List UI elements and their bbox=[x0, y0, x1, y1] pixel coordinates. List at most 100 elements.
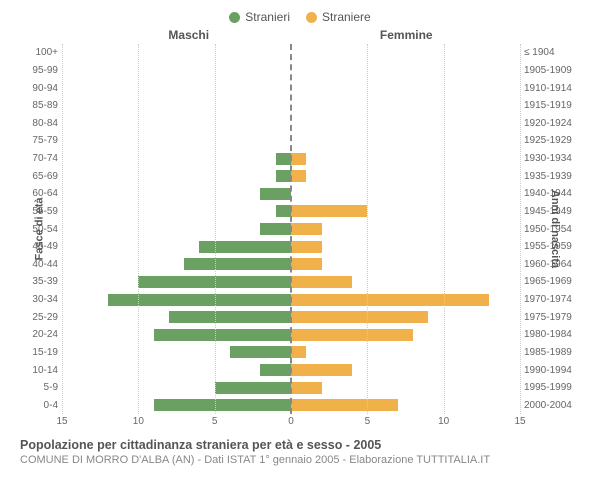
bar-row-male bbox=[62, 397, 291, 415]
bar-male bbox=[260, 223, 291, 235]
age-label: 5-9 bbox=[44, 379, 58, 397]
birth-year-label: 1945-1949 bbox=[524, 203, 572, 221]
bar-row-female bbox=[291, 238, 520, 256]
bar-female bbox=[291, 346, 306, 358]
x-tick-label: 15 bbox=[56, 416, 67, 427]
bar-row-male bbox=[62, 326, 291, 344]
gridline bbox=[444, 44, 445, 414]
birth-year-label: 1905-1909 bbox=[524, 62, 572, 80]
legend-item-male: Stranieri bbox=[229, 10, 290, 24]
age-label: 100+ bbox=[35, 44, 58, 62]
bar-row-female bbox=[291, 132, 520, 150]
bar-row-female bbox=[291, 326, 520, 344]
bar-row-female bbox=[291, 308, 520, 326]
bar-row-female bbox=[291, 44, 520, 62]
bar-female bbox=[291, 364, 352, 376]
bar-row-male bbox=[62, 44, 291, 62]
chart-area: Fasce di età 100+95-9990-9485-8980-8475-… bbox=[20, 44, 580, 414]
bar-female bbox=[291, 329, 413, 341]
birth-year-label: ≤ 1904 bbox=[524, 44, 555, 62]
bar-female bbox=[291, 399, 398, 411]
birth-year-label: 1960-1964 bbox=[524, 256, 572, 274]
birth-year-label: 1990-1994 bbox=[524, 361, 572, 379]
chart-subtitle: COMUNE DI MORRO D'ALBA (AN) - Dati ISTAT… bbox=[20, 454, 580, 466]
gridline bbox=[62, 44, 63, 414]
bar-row-male bbox=[62, 62, 291, 80]
header-female: Femmine bbox=[298, 28, 516, 42]
birth-year-label: 1930-1934 bbox=[524, 150, 572, 168]
bar-female bbox=[291, 294, 489, 306]
center-divider bbox=[290, 44, 292, 414]
bar-male bbox=[184, 258, 291, 270]
x-tick-label: 15 bbox=[514, 416, 525, 427]
plot-male-side bbox=[62, 44, 291, 414]
bar-row-male bbox=[62, 132, 291, 150]
age-label: 75-79 bbox=[32, 132, 58, 150]
x-axis-ticks: 15105051015 bbox=[62, 416, 520, 430]
age-label: 90-94 bbox=[32, 79, 58, 97]
birth-year-label: 1970-1974 bbox=[524, 291, 572, 309]
bar-row-female bbox=[291, 379, 520, 397]
legend-swatch-female bbox=[306, 12, 317, 23]
y-axis-title-right: Anni di nascita bbox=[549, 190, 561, 268]
age-label: 65-69 bbox=[32, 167, 58, 185]
bar-male bbox=[215, 382, 291, 394]
bar-row-female bbox=[291, 62, 520, 80]
bar-row-female bbox=[291, 150, 520, 168]
bar-row-female bbox=[291, 220, 520, 238]
x-tick-label: 10 bbox=[133, 416, 144, 427]
birth-year-label: 1925-1929 bbox=[524, 132, 572, 150]
bar-female bbox=[291, 258, 322, 270]
bar-female bbox=[291, 170, 306, 182]
birth-year-label: 1915-1919 bbox=[524, 97, 572, 115]
birth-year-label: 1940-1944 bbox=[524, 185, 572, 203]
y-axis-title-left: Fasce di età bbox=[33, 198, 45, 261]
birth-year-label: 1950-1954 bbox=[524, 220, 572, 238]
legend: Stranieri Straniere bbox=[20, 10, 580, 24]
bar-row-male bbox=[62, 150, 291, 168]
bar-row-female bbox=[291, 344, 520, 362]
bar-female bbox=[291, 276, 352, 288]
bar-female bbox=[291, 153, 306, 165]
birth-year-label: 1920-1924 bbox=[524, 115, 572, 133]
bar-row-female bbox=[291, 79, 520, 97]
bar-male bbox=[276, 205, 291, 217]
plot-female-side bbox=[291, 44, 520, 414]
gridline bbox=[138, 44, 139, 414]
bar-row-male bbox=[62, 220, 291, 238]
birth-year-label: 1910-1914 bbox=[524, 79, 572, 97]
age-label: 25-29 bbox=[32, 308, 58, 326]
bar-male bbox=[108, 294, 291, 306]
bar-male bbox=[276, 170, 291, 182]
bar-row-male bbox=[62, 203, 291, 221]
bar-row-female bbox=[291, 97, 520, 115]
bar-row-male bbox=[62, 256, 291, 274]
bar-row-female bbox=[291, 203, 520, 221]
age-label: 35-39 bbox=[32, 273, 58, 291]
bar-male bbox=[260, 364, 291, 376]
bar-row-female bbox=[291, 291, 520, 309]
age-label: 0-4 bbox=[44, 397, 58, 415]
birth-year-label: 1965-1969 bbox=[524, 273, 572, 291]
age-label: 70-74 bbox=[32, 150, 58, 168]
x-axis: 15105051015 bbox=[20, 416, 580, 430]
bar-row-male bbox=[62, 273, 291, 291]
bar-row-male bbox=[62, 344, 291, 362]
column-headers: Maschi Femmine bbox=[20, 28, 580, 42]
birth-year-label: 1995-1999 bbox=[524, 379, 572, 397]
legend-swatch-male bbox=[229, 12, 240, 23]
bar-male bbox=[169, 311, 291, 323]
chart-title: Popolazione per cittadinanza straniera p… bbox=[20, 438, 580, 452]
bar-female bbox=[291, 311, 428, 323]
bar-row-male bbox=[62, 361, 291, 379]
gridline bbox=[520, 44, 521, 414]
bar-female bbox=[291, 205, 367, 217]
bar-row-female bbox=[291, 397, 520, 415]
bar-row-male bbox=[62, 97, 291, 115]
bar-row-male bbox=[62, 238, 291, 256]
age-label: 30-34 bbox=[32, 291, 58, 309]
x-tick-label: 5 bbox=[365, 416, 371, 427]
bar-male bbox=[260, 188, 291, 200]
bar-male bbox=[230, 346, 291, 358]
age-label: 80-84 bbox=[32, 115, 58, 133]
